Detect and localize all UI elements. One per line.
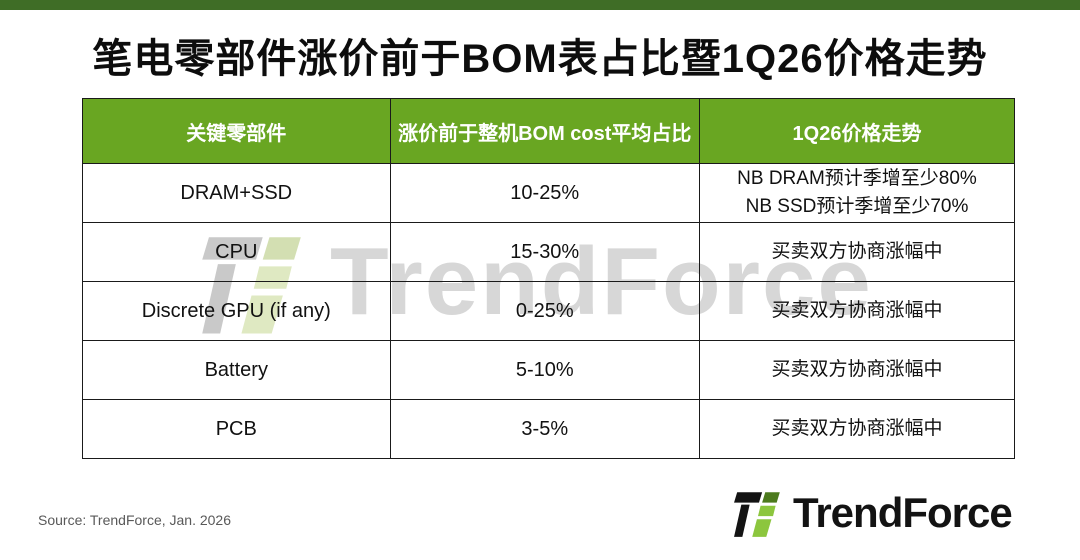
cell-price-trend: 买卖双方协商涨幅中 — [698, 222, 1016, 282]
cell-component: Discrete GPU (if any) — [82, 281, 391, 341]
cell-price-trend: 买卖双方协商涨幅中 — [698, 399, 1016, 459]
table-row: Battery 5-10% 买卖双方协商涨幅中 — [82, 340, 1016, 400]
trendforce-logo: TrendForce — [733, 487, 1013, 539]
table-row: Discrete GPU (if any) 0-25% 买卖双方协商涨幅中 — [82, 281, 1016, 341]
cell-component: CPU — [82, 222, 391, 282]
price-table-region: TrendForce 关键零部件 涨价前于整机BOM cost平均占比 1Q26… — [82, 98, 1016, 459]
source-note: Source: TrendForce, Jan. 2026 — [38, 512, 231, 528]
table-row: DRAM+SSD 10-25% NB DRAM预计季增至少80% NB SSD预… — [82, 163, 1016, 223]
col-header-price-trend: 1Q26价格走势 — [698, 98, 1016, 164]
table-header-row: 关键零部件 涨价前于整机BOM cost平均占比 1Q26价格走势 — [82, 98, 1016, 164]
col-header-component: 关键零部件 — [82, 98, 391, 164]
cell-bom-share: 15-30% — [389, 222, 700, 282]
cell-price-trend: 买卖双方协商涨幅中 — [698, 281, 1016, 341]
page-title: 笔电零部件涨价前于BOM表占比暨1Q26价格走势 — [92, 37, 988, 81]
cell-bom-share: 5-10% — [389, 340, 700, 400]
trendforce-logo-icon — [734, 492, 780, 537]
cell-price-trend: NB DRAM预计季增至少80% NB SSD预计季增至少70% — [698, 163, 1016, 223]
cell-bom-share: 3-5% — [389, 399, 700, 459]
cell-component: PCB — [82, 399, 391, 459]
cell-component: Battery — [82, 340, 391, 400]
logo-wordmark: TrendForce — [793, 489, 1013, 536]
cell-bom-share: 10-25% — [389, 163, 700, 223]
table-row: CPU 15-30% 买卖双方协商涨幅中 — [82, 222, 1016, 282]
col-header-bom-share: 涨价前于整机BOM cost平均占比 — [389, 98, 700, 164]
top-accent-bar — [0, 0, 1080, 10]
table-row: PCB 3-5% 买卖双方协商涨幅中 — [82, 399, 1016, 459]
components-price-table: 关键零部件 涨价前于整机BOM cost平均占比 1Q26价格走势 DRAM+S… — [82, 98, 1016, 459]
cell-price-trend: 买卖双方协商涨幅中 — [698, 340, 1016, 400]
cell-bom-share: 0-25% — [389, 281, 700, 341]
cell-component: DRAM+SSD — [82, 163, 391, 223]
